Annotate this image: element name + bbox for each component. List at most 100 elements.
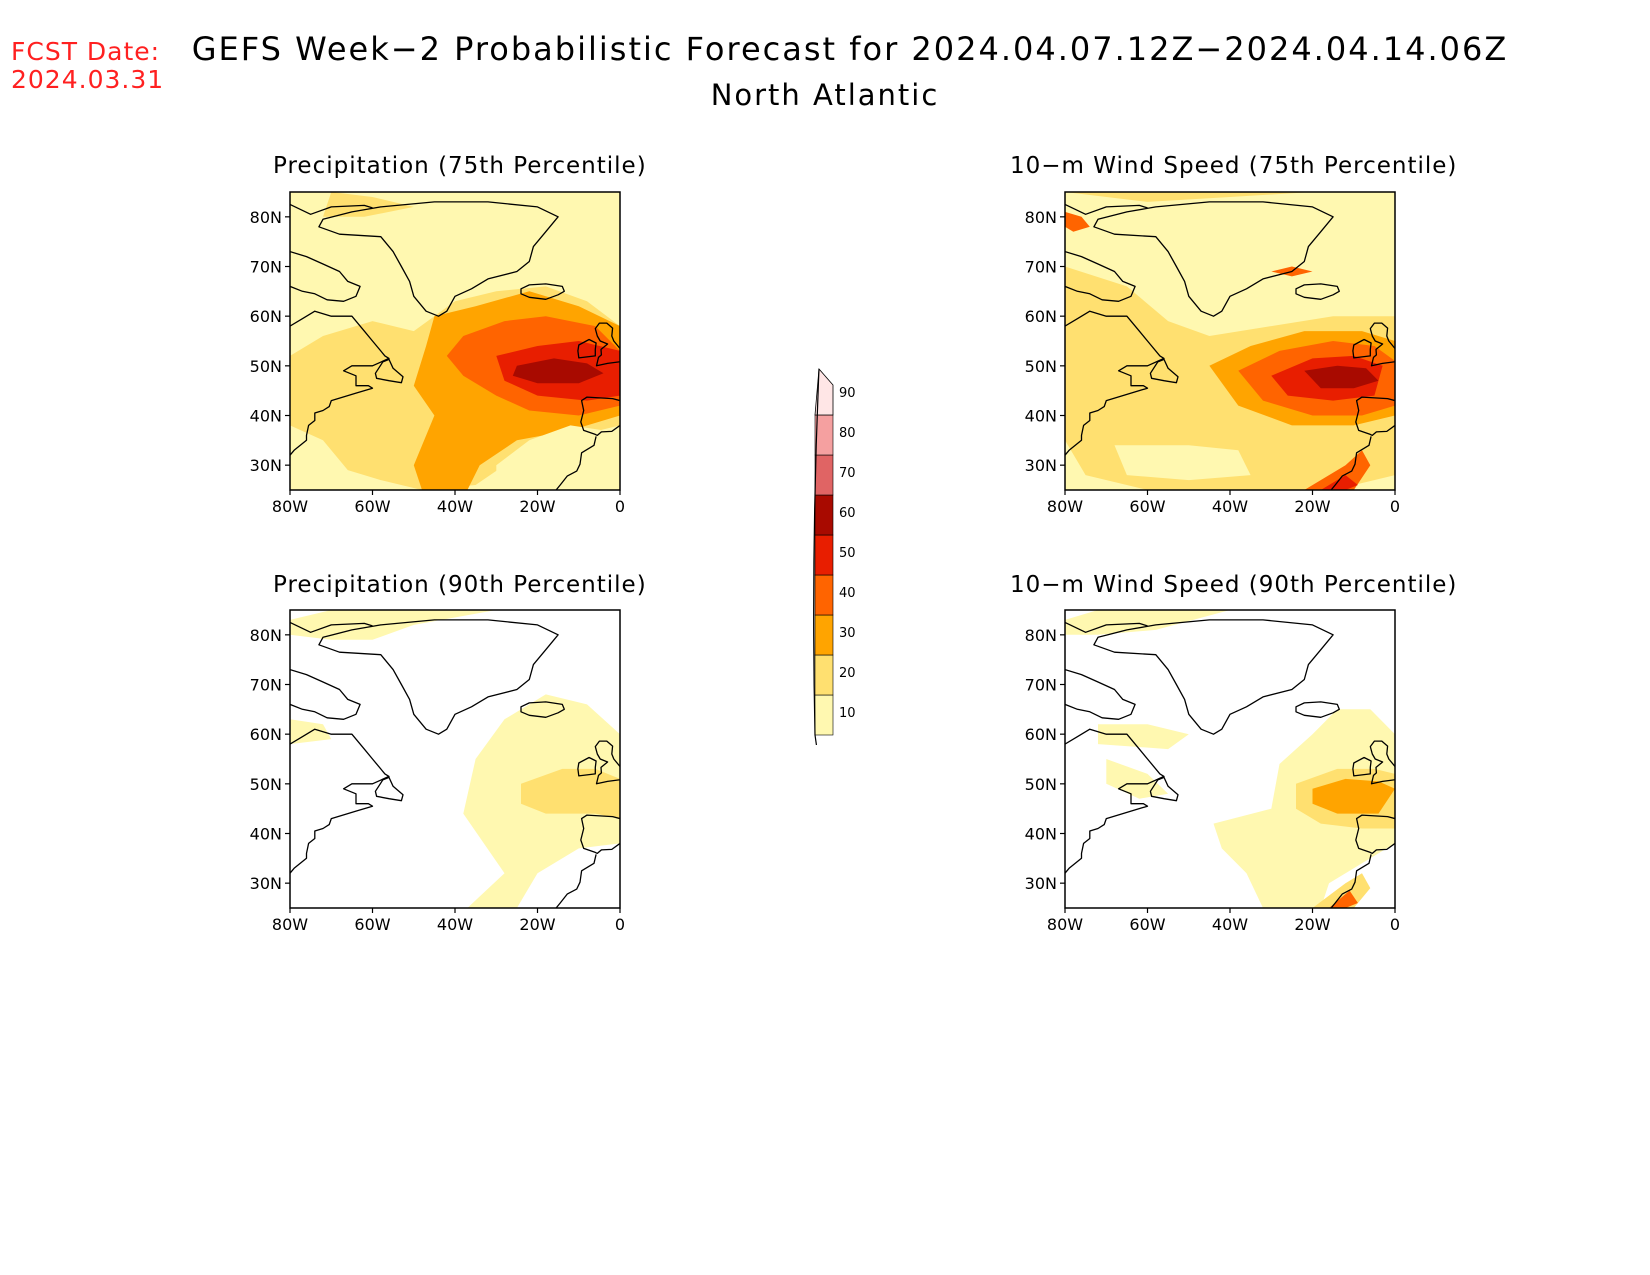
colorbar-segment (814, 574, 834, 616)
iceland-coastline (520, 283, 565, 300)
lat-tick-label: 70N (250, 258, 282, 277)
colorbar-label: 20 (839, 666, 856, 681)
shaded-region (1065, 610, 1230, 635)
colorbar-edge (813, 368, 820, 745)
shaded-region (422, 211, 517, 247)
lat-tick-label: 40N (250, 407, 282, 426)
shaded-region (1114, 445, 1251, 481)
colorbar-segment (814, 694, 834, 736)
colorbar-label: 30 (839, 626, 856, 641)
iberia-coast-coastline (1355, 396, 1395, 437)
lon-tick-label: 60W (1129, 497, 1165, 516)
africa-coast-coastline (1330, 436, 1372, 490)
region-name: North Atlantic (710, 78, 940, 112)
map-panel-wind-90: 80N 70N 60N 50N 40N 30N 80W 60W 40W 20W 0 (1025, 609, 1400, 934)
colorbar-segment (814, 454, 834, 496)
lon-tick-label: 40W (1212, 915, 1248, 934)
colorbar-segment (814, 614, 834, 656)
shaded-region (1065, 211, 1090, 232)
lon-tick-label: 20W (519, 497, 555, 516)
forecast-date-label: FCST Date: (11, 37, 161, 66)
lon-tick-label: 40W (437, 497, 473, 516)
colorbar-label: 50 (839, 546, 856, 561)
lon-tick-label: 80W (1047, 497, 1083, 516)
lat-tick-label: 50N (250, 357, 282, 376)
colorbar-label: 10 (839, 706, 856, 721)
shaded-region (1271, 833, 1346, 869)
page-title: GEFS Week−2 Probabilistic Forecast for 2… (0, 30, 1650, 68)
north-america-coast-coastline (290, 728, 390, 874)
lat-tick-label: 40N (250, 825, 282, 844)
iceland-coastline (1295, 283, 1340, 300)
lon-tick-label: 60W (354, 497, 390, 516)
map-panel-precip-90: 80N 70N 60N 50N 40N 30N 80W 60W 40W 20W 0 (250, 609, 625, 934)
baffin-island-coastline (290, 250, 361, 302)
great-britain-coastline (1369, 322, 1395, 367)
shaded-region (1312, 778, 1395, 814)
lon-tick-label: 60W (1129, 915, 1165, 934)
iceland-coastline (1295, 701, 1340, 718)
lon-tick-label: 0 (1390, 915, 1400, 934)
africa-coast-coastline (555, 854, 597, 908)
shaded-region (1065, 192, 1313, 202)
lon-tick-label: 80W (272, 915, 308, 934)
lat-tick-label: 70N (1025, 258, 1057, 277)
lat-tick-label: 70N (1025, 676, 1057, 695)
lon-tick-label: 20W (1294, 915, 1330, 934)
lon-tick-label: 40W (437, 915, 473, 934)
great-britain-coastline (594, 322, 620, 367)
greenland-coastline (318, 619, 559, 735)
colorbar-label: 80 (839, 426, 856, 441)
lat-tick-label: 70N (250, 676, 282, 695)
lat-tick-label: 80N (250, 208, 282, 227)
great-britain-coastline (1369, 740, 1395, 785)
lon-tick-label: 20W (519, 915, 555, 934)
lat-tick-label: 30N (1025, 456, 1057, 475)
greenland-coastline (1093, 201, 1334, 317)
arctic-islands-coastline (1065, 621, 1148, 633)
lat-tick-label: 30N (250, 874, 282, 893)
colorbar-label: 90 (839, 386, 856, 401)
lat-tick-label: 60N (250, 307, 282, 326)
baffin-island-coastline (290, 668, 361, 720)
colorbar-segment (814, 368, 834, 416)
iberia-coast-coastline (1355, 814, 1395, 855)
north-america-coast-coastline (1065, 310, 1165, 456)
greenland-coastline (1093, 619, 1334, 735)
colorbar-segment (814, 534, 834, 576)
ireland-coastline (577, 338, 597, 359)
shaded-region (1320, 475, 1358, 490)
colorbar-segment (814, 494, 834, 536)
africa-coast-coastline (555, 436, 597, 490)
colorbar-segment (814, 414, 834, 456)
shaded-region (1312, 873, 1371, 908)
lon-tick-label: 80W (1047, 915, 1083, 934)
arctic-islands-coastline (290, 203, 373, 215)
region-subtitle: North Atlantic (0, 78, 1650, 112)
lon-tick-label: 40W (1212, 497, 1248, 516)
lat-tick-label: 50N (250, 775, 282, 794)
shaded-region (323, 192, 414, 217)
baffin-island-coastline (1065, 250, 1136, 302)
panel-title-wind-75: 10−m Wind Speed (75th Percentile) (1010, 153, 1458, 179)
newfoundland-coastline (1149, 776, 1179, 802)
lon-tick-label: 80W (272, 497, 308, 516)
lon-tick-label: 20W (1294, 497, 1330, 516)
colorbar-label: 40 (839, 586, 856, 601)
colorbar: 10 20 30 40 50 60 70 80 90 (813, 368, 856, 745)
lat-tick-label: 80N (250, 626, 282, 645)
iceland-coastline (520, 701, 565, 718)
lat-tick-label: 50N (1025, 775, 1057, 794)
colorbar-segment (814, 654, 834, 696)
panel-title-precip-90: Precipitation (90th Percentile) (273, 572, 647, 598)
shaded-region (1098, 724, 1189, 750)
shaded-region (1304, 365, 1379, 389)
north-america-coast-coastline (290, 310, 390, 456)
africa-coast-coastline (1330, 854, 1372, 908)
map-panel-wind-75: 80N 70N 60N 50N 40N 30N 80W 60W 40W 20W 0 (1025, 191, 1400, 516)
newfoundland-coastline (374, 776, 404, 802)
lat-tick-label: 80N (1025, 208, 1057, 227)
shaded-region (496, 425, 604, 490)
lat-tick-label: 40N (1025, 407, 1057, 426)
colorbar-label: 70 (839, 466, 856, 481)
